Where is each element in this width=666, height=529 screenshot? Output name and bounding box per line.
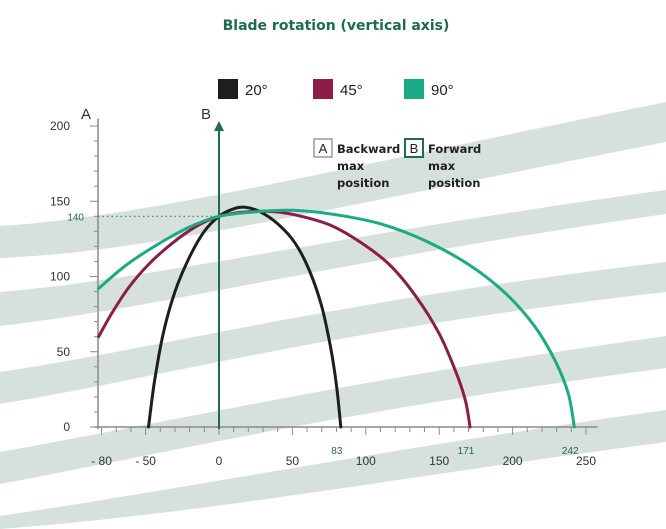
x-tick-label: 100 [356, 454, 376, 468]
annotation-text: max [337, 159, 365, 173]
legend-swatch [218, 79, 238, 99]
annotation-text: Backward [337, 142, 400, 156]
x-mark-label: 83 [331, 446, 343, 457]
annotation-box [313, 138, 333, 158]
annotation-text: max [428, 159, 456, 173]
background-bands [0, 102, 666, 529]
series-line [97, 208, 576, 429]
x-tick-label: 0 [216, 454, 223, 468]
axis-b-arrowhead [214, 121, 224, 131]
x-tick-label: 200 [503, 454, 523, 468]
background-band [0, 336, 666, 484]
series-line [147, 205, 343, 429]
background-band [0, 262, 666, 404]
axis-b-label: B [201, 106, 211, 123]
legend-label: 45° [340, 82, 363, 99]
x-mark-label: 171 [458, 446, 475, 457]
series-curves [97, 205, 576, 429]
chart-title: Blade rotation (vertical axis) [223, 18, 450, 34]
background-band [0, 190, 666, 326]
background-band [0, 102, 666, 258]
legend-swatch [404, 79, 424, 99]
y-tick-label: 200 [50, 119, 70, 133]
legend: 20° 45° 90° [218, 79, 454, 99]
axes: 0 50 100 150 200 - 80 - 50 0 50 100 150 200 250 A B [50, 106, 598, 468]
axis-a-label: A [81, 106, 91, 123]
reference-lines: 140 83 171 242 [67, 212, 579, 457]
legend-label: 90° [431, 82, 454, 99]
x-tick-label: 50 [286, 454, 300, 468]
annotation-text: position [337, 176, 389, 190]
legend-label: 20° [245, 82, 268, 99]
annotation-letter: B [410, 141, 419, 156]
series-line [97, 209, 472, 429]
y-tick-label: 0 [63, 420, 70, 434]
background-band [0, 410, 666, 529]
annotations: A Backward max position B Forward max position [313, 138, 481, 190]
x-tick-label: - 50 [135, 454, 156, 468]
annotation-box [404, 138, 424, 158]
x-tick-label: 250 [576, 454, 596, 468]
y-mark-label: 140 [67, 212, 84, 223]
y-tick-label: 150 [50, 194, 70, 208]
y-tick-label: 100 [50, 270, 70, 284]
x-tick-label: - 80 [91, 454, 112, 468]
y-tick-label: 50 [57, 345, 71, 359]
legend-swatch [313, 79, 333, 99]
annotation-text: Forward [428, 142, 481, 156]
annotation-letter: A [319, 141, 328, 156]
annotation-text: position [428, 176, 480, 190]
x-tick-label: 150 [429, 454, 449, 468]
x-mark-label: 242 [562, 446, 579, 457]
